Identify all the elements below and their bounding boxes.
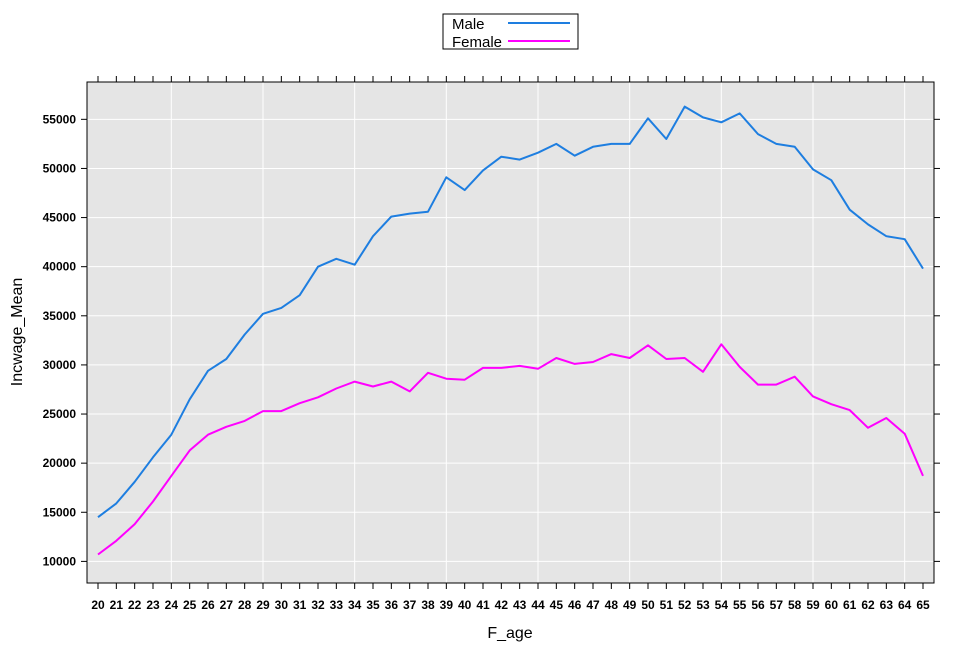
x-tick-label: 37: [403, 598, 417, 612]
x-tick-label: 51: [660, 598, 674, 612]
series-layer: [97, 105, 924, 556]
x-tick-label: 47: [586, 598, 600, 612]
x-tick-label: 30: [275, 598, 289, 612]
x-tick-label: 24: [165, 598, 179, 612]
y-tick-label: 15000: [43, 505, 77, 519]
x-tick-label: 54: [715, 598, 729, 612]
y-tick-label: 35000: [43, 309, 77, 323]
x-tick-label: 23: [146, 598, 160, 612]
x-tick-label: 36: [385, 598, 399, 612]
x-tick-label: 48: [605, 598, 619, 612]
x-tick-label: 59: [806, 598, 820, 612]
x-tick-label: 46: [568, 598, 582, 612]
x-axis: 20 21 22 23 24 25 26 27 28 29 30 31 32 33 34 35 36 37 38 39…: [91, 76, 930, 612]
legend-label-female: Female: [452, 34, 502, 51]
x-tick-label: 40: [458, 598, 472, 612]
y-tick-label: 40000: [43, 260, 77, 274]
y-axis-title: Incwage_Mean: [9, 278, 26, 387]
y-tick-label: 45000: [43, 211, 77, 225]
x-tick-label: 31: [293, 598, 307, 612]
x-tick-label: 62: [861, 598, 875, 612]
y-tick-label: 55000: [43, 112, 77, 126]
x-tick-label: 63: [880, 598, 894, 612]
y-tick-label: 50000: [43, 161, 77, 175]
x-tick-label: 64: [898, 598, 912, 612]
x-tick-label: 28: [238, 598, 252, 612]
x-tick-label: 39: [440, 598, 454, 612]
x-tick-label: 25: [183, 598, 197, 612]
x-tick-label: 42: [495, 598, 509, 612]
x-tick-label: 38: [421, 598, 435, 612]
legend-label-male: Male: [452, 16, 485, 33]
series-line-female: [97, 343, 924, 556]
y-tick-label: 25000: [43, 407, 77, 421]
x-tick-label: 26: [201, 598, 215, 612]
x-tick-label: 29: [256, 598, 270, 612]
series-line-male: [97, 105, 924, 518]
x-tick-label: 32: [311, 598, 325, 612]
x-tick-label: 55: [733, 598, 747, 612]
x-tick-label: 65: [916, 598, 930, 612]
x-tick-label: 52: [678, 598, 692, 612]
plot-frame: [86, 81, 935, 584]
x-tick-label: 53: [696, 598, 710, 612]
y-tick-label: 10000: [43, 554, 77, 568]
x-tick-label: 33: [330, 598, 344, 612]
x-tick-label: 20: [91, 598, 105, 612]
y-tick-label: 20000: [43, 456, 77, 470]
x-tick-label: 41: [476, 598, 490, 612]
grid-lines: [87, 82, 934, 583]
plot-panel: [86, 81, 935, 584]
y-axis: 10000 15000 20000 25000 30000 35000 40000 45000…: [43, 112, 940, 568]
legend: Male Female: [442, 13, 579, 51]
x-tick-label: 49: [623, 598, 637, 612]
x-tick-label: 61: [843, 598, 857, 612]
x-tick-label: 43: [513, 598, 527, 612]
x-axis-title: F_age: [487, 625, 532, 642]
x-tick-label: 27: [220, 598, 234, 612]
x-tick-label: 58: [788, 598, 802, 612]
x-tick-label: 22: [128, 598, 142, 612]
x-tick-label: 56: [751, 598, 765, 612]
x-tick-label: 44: [531, 598, 545, 612]
x-tick-label: 57: [770, 598, 784, 612]
y-tick-label: 30000: [43, 358, 77, 372]
x-tick-label: 50: [641, 598, 655, 612]
x-tick-label: 34: [348, 598, 362, 612]
x-tick-label: 60: [825, 598, 839, 612]
x-tick-label: 35: [366, 598, 380, 612]
x-tick-label: 45: [550, 598, 564, 612]
legend-box: [442, 13, 579, 50]
x-tick-label: 21: [110, 598, 124, 612]
